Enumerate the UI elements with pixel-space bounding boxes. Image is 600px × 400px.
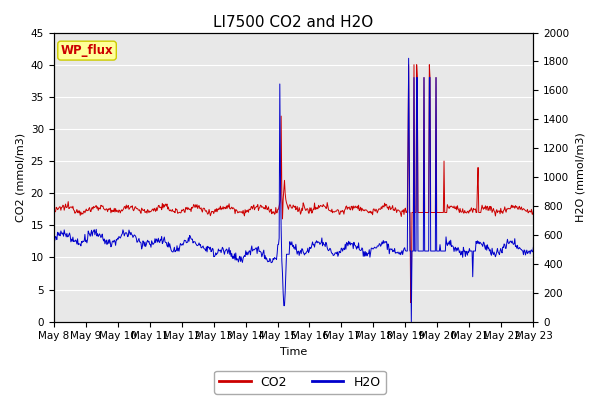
Y-axis label: H2O (mmol/m3): H2O (mmol/m3): [575, 132, 585, 222]
Legend: CO2, H2O: CO2, H2O: [214, 371, 386, 394]
Text: WP_flux: WP_flux: [61, 44, 113, 57]
X-axis label: Time: Time: [280, 347, 307, 357]
Y-axis label: CO2 (mmol/m3): CO2 (mmol/m3): [15, 132, 25, 222]
Title: LI7500 CO2 and H2O: LI7500 CO2 and H2O: [214, 15, 374, 30]
